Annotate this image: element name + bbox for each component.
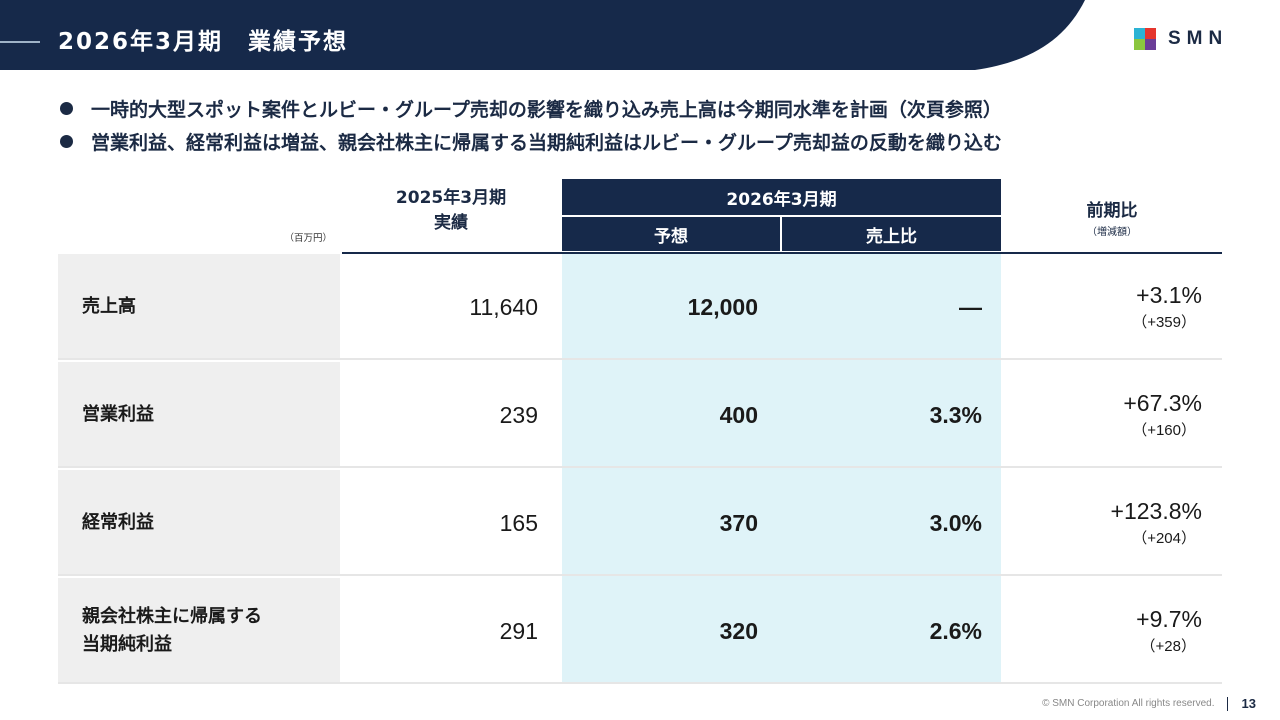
column-header-yoy-sub: （増減額） (1087, 227, 1137, 238)
table-row: 売上高 11,640 12,000 — +3.1% （+359） (58, 254, 1222, 360)
row-divider (58, 358, 1222, 360)
page-number: 13 (1241, 696, 1256, 711)
table-row: 営業利益 239 400 3.3% +67.3% （+160） (58, 362, 1222, 468)
footer: © SMN Corporation All rights reserved. 1… (900, 696, 1256, 711)
cell-yoy-pct: +67.3% (1123, 390, 1202, 416)
row-label: 親会社株主に帰属する 当期純利益 (58, 578, 340, 684)
row-divider (58, 466, 1222, 468)
cell-yoy: +3.1% （+359） (1002, 254, 1202, 360)
table-row: 親会社株主に帰属する 当期純利益 291 320 2.6% +9.7% （+28… (58, 578, 1222, 684)
column-group-header-2026: 2026年3月期 (562, 179, 1001, 215)
header-bar (0, 0, 1280, 70)
bullet-dot-icon (60, 135, 73, 148)
row-label: 売上高 (58, 254, 340, 360)
cell-yoy-amount: （+160） (1132, 422, 1196, 439)
summary-bullets: 一時的大型スポット案件とルビー・グループ売却の影響を織り込み売上高は今期同水準を… (60, 92, 1260, 158)
cell-yoy-pct: +123.8% (1110, 498, 1202, 524)
cell-yoy-pct: +3.1% (1136, 282, 1202, 308)
bullet-item: 営業利益、経常利益は増益、親会社株主に帰属する当期純利益はルビー・グループ売却益… (60, 125, 1260, 158)
bullet-dot-icon (60, 102, 73, 115)
cell-yoy: +9.7% （+28） (1002, 578, 1202, 684)
row-label: 営業利益 (58, 362, 340, 468)
table-row: 経常利益 165 370 3.0% +123.8% （+204） (58, 470, 1222, 576)
page-title: 2026年3月期 業績予想 (58, 29, 349, 55)
row-divider (58, 682, 1222, 684)
row-divider (58, 574, 1222, 576)
cell-prev-actual: 165 (499, 509, 538, 536)
cell-yoy-amount: （+28） (1140, 638, 1196, 655)
header-accent-line (0, 41, 40, 43)
cell-yoy: +67.3% （+160） (1002, 362, 1202, 468)
footer-separator (1226, 696, 1228, 711)
logo-mark-icon (1134, 28, 1156, 50)
bullet-text: 一時的大型スポット案件とルビー・グループ売却の影響を織り込み売上高は今期同水準を… (91, 99, 1002, 121)
cell-forecast: 12,000 (687, 293, 758, 320)
column-header-yoy-label: 前期比 (1086, 201, 1138, 221)
cell-yoy-amount: （+359） (1132, 314, 1196, 331)
unit-label: （百万円） (284, 233, 332, 244)
cell-yoy-amount: （+204） (1132, 530, 1196, 547)
forecast-highlight-column (562, 254, 1001, 684)
header-underline (342, 252, 1222, 254)
column-header-yoy: 前期比 （増減額） (1002, 196, 1222, 238)
cell-yoy: +123.8% （+204） (1002, 470, 1202, 576)
cell-yoy-pct: +9.7% (1136, 606, 1202, 632)
column-header-prev-year-line2: 実績 (434, 213, 468, 233)
copyright-text: © SMN Corporation All rights reserved. (1042, 698, 1215, 709)
cell-sales-ratio: 3.3% (929, 401, 982, 428)
bullet-item: 一時的大型スポット案件とルビー・グループ売却の影響を織り込み売上高は今期同水準を… (60, 92, 1260, 125)
cell-prev-actual: 239 (499, 401, 538, 428)
column-header-sales-ratio: 売上比 (782, 217, 1001, 251)
bullet-text: 営業利益、経常利益は増益、親会社株主に帰属する当期純利益はルビー・グループ売却益… (91, 132, 1002, 154)
smn-logo: SMN (1134, 28, 1228, 50)
cell-prev-actual: 11,640 (469, 293, 538, 320)
row-label: 経常利益 (58, 470, 340, 576)
cell-forecast: 400 (719, 401, 758, 428)
cell-sales-ratio: 3.0% (929, 509, 982, 536)
cell-sales-ratio: 2.6% (929, 617, 982, 644)
cell-sales-ratio: — (959, 293, 982, 320)
column-header-forecast: 予想 (562, 217, 780, 251)
cell-forecast: 370 (719, 509, 758, 536)
logo-text: SMN (1168, 28, 1229, 49)
cell-forecast: 320 (719, 617, 758, 644)
column-header-prev-year-line1: 2025年3月期 (395, 188, 507, 208)
cell-prev-actual: 291 (499, 617, 538, 644)
column-header-prev-year: 2025年3月期 実績 (342, 186, 560, 236)
header-background (0, 0, 1085, 70)
